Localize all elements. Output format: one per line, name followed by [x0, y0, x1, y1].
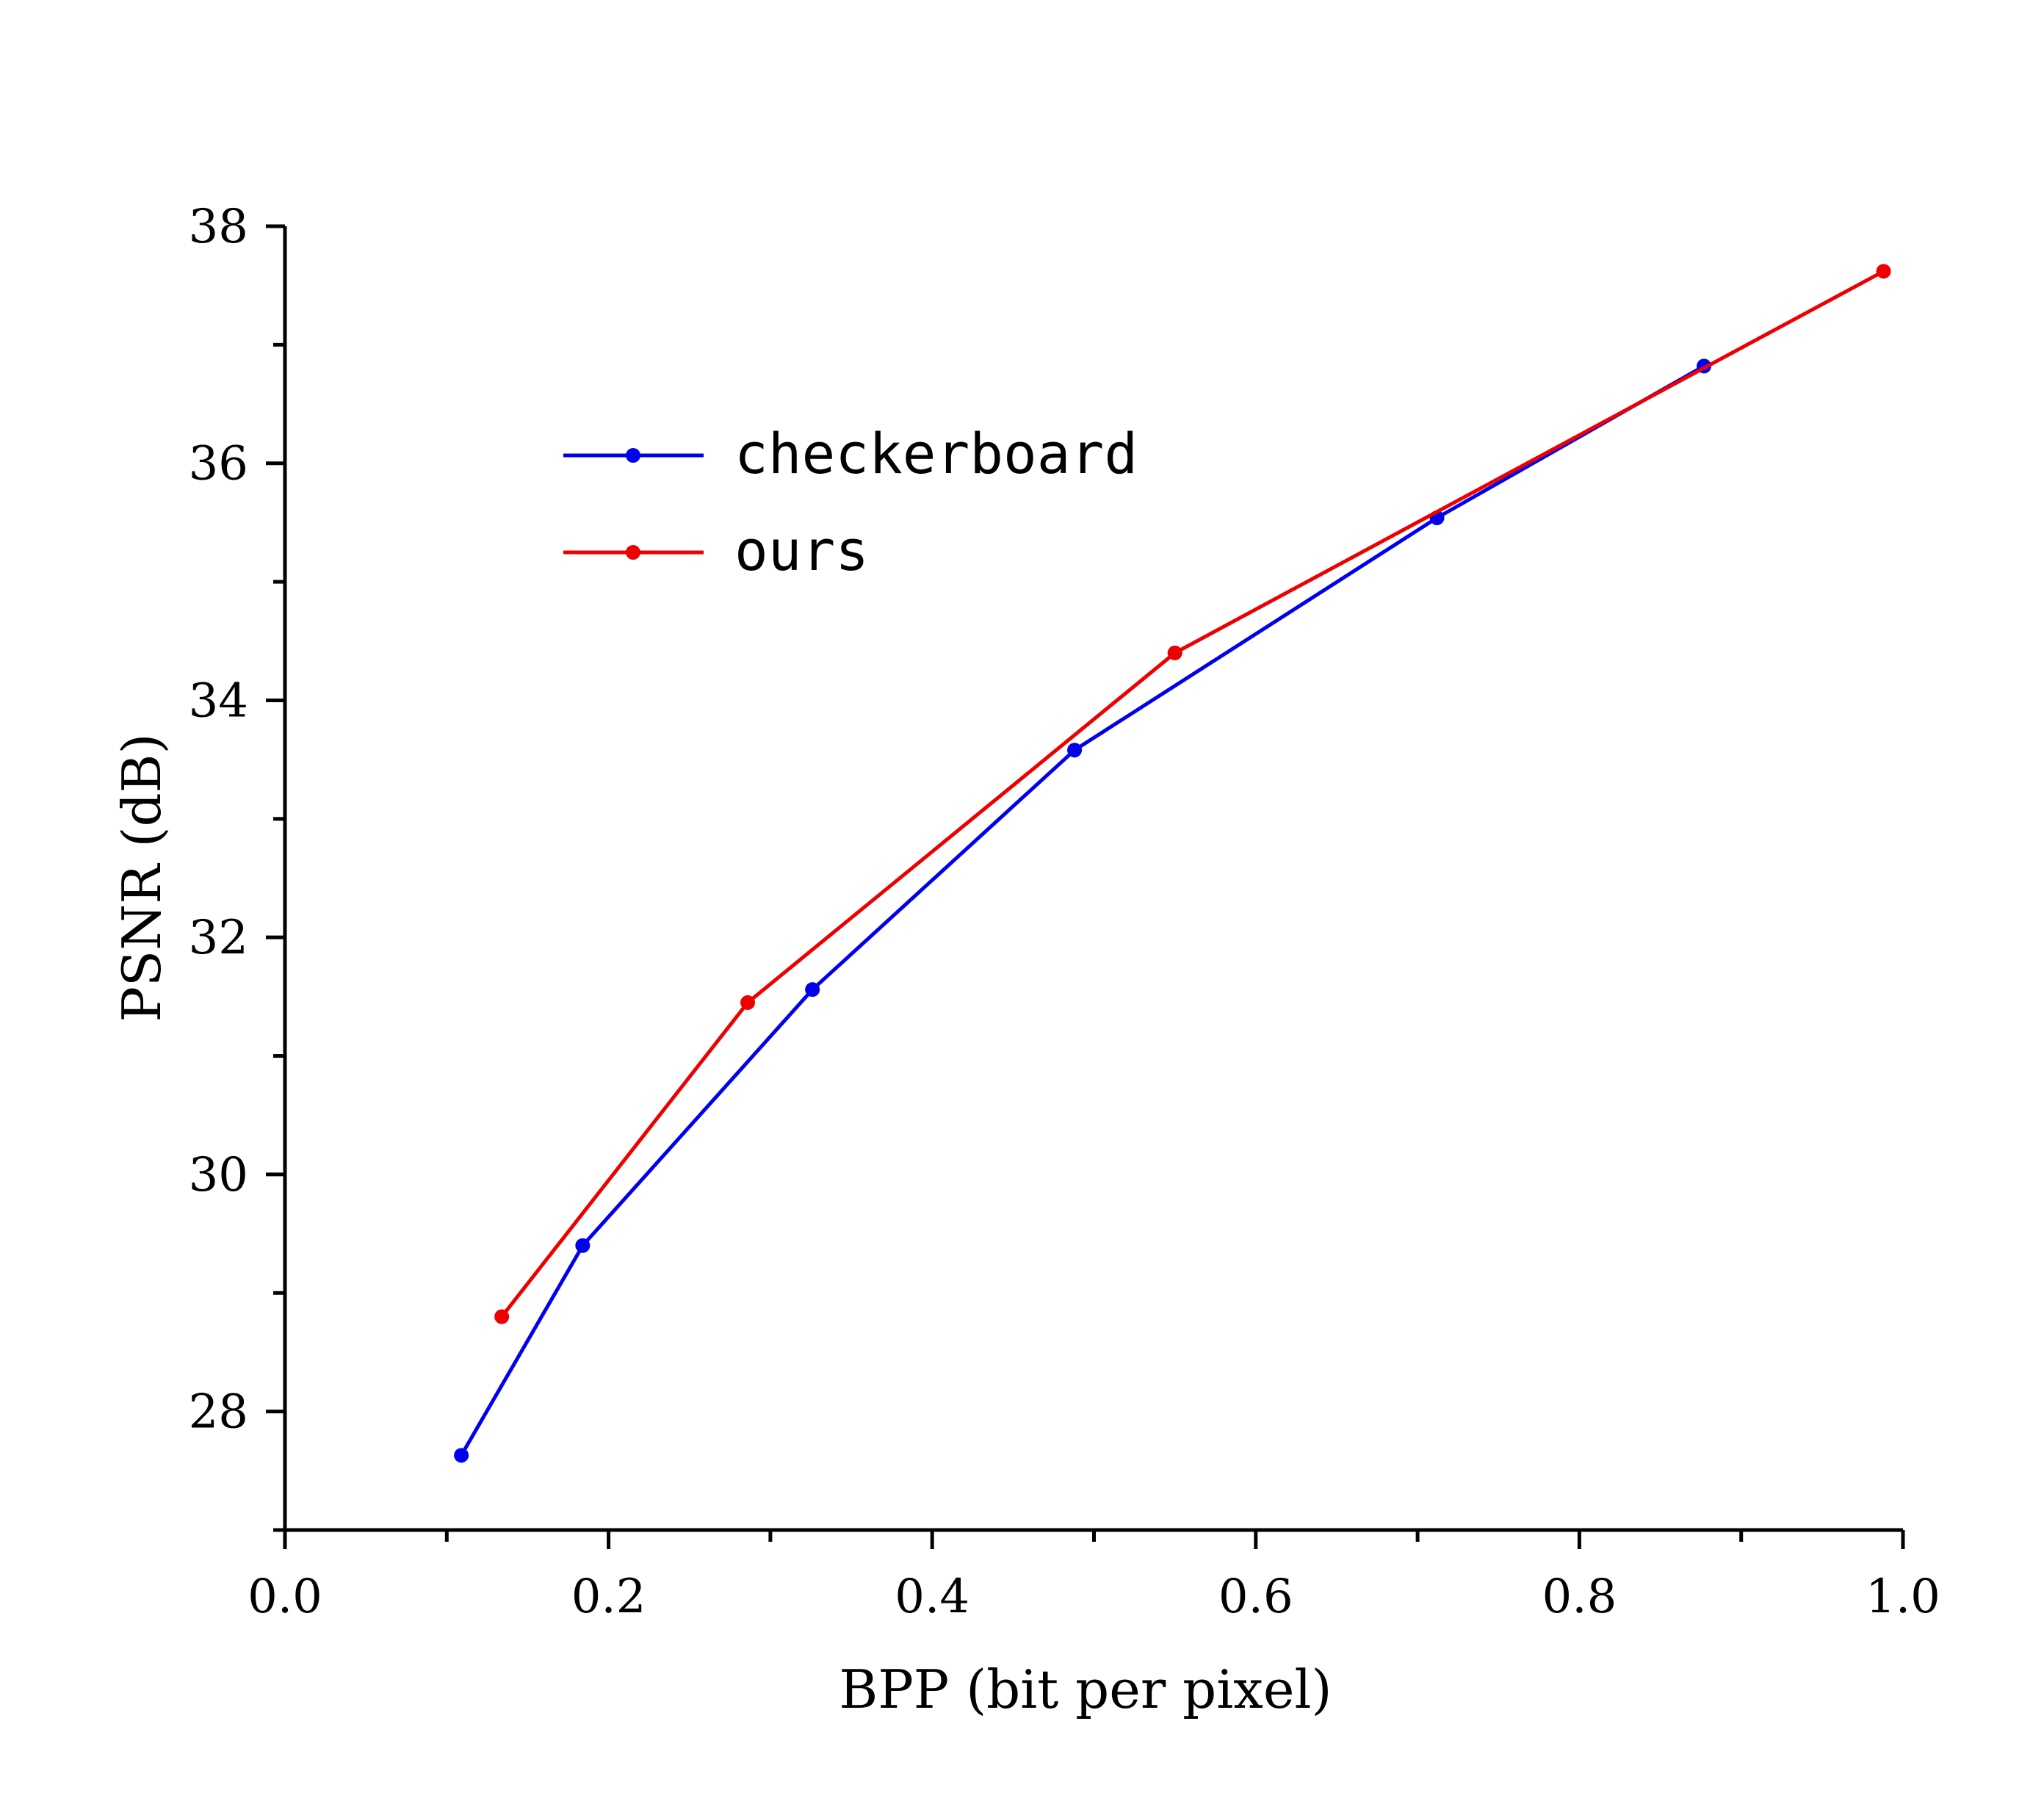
- series-line: [500, 270, 1885, 1318]
- x-axis-title: BPP (bit per pixel): [839, 1659, 1332, 1720]
- ticks: [266, 224, 1905, 1549]
- y-tick-label: 36: [189, 437, 248, 491]
- x-tick-label: 1.0: [1866, 1570, 1940, 1624]
- x-tick-label: 0.0: [248, 1570, 322, 1624]
- data-point: [575, 1238, 591, 1253]
- y-tick-label: 32: [189, 911, 248, 965]
- data-point: [1067, 743, 1083, 758]
- y-tick-label: 38: [189, 200, 248, 254]
- data-point: [1876, 264, 1891, 279]
- legend-label: ours: [734, 518, 869, 583]
- series-checkerboard: [454, 358, 1712, 1463]
- data-point: [454, 1448, 469, 1463]
- y-axis-title: PSNR (dB): [111, 733, 173, 1022]
- y-tick-label: 30: [189, 1148, 248, 1202]
- legend-marker: [626, 448, 640, 463]
- x-tick-label: 0.2: [571, 1570, 646, 1624]
- legend: checkerboard ours: [563, 421, 1138, 583]
- y-tick-label: 28: [189, 1385, 248, 1440]
- series-group: [454, 264, 1891, 1463]
- series-line: [459, 364, 1705, 1457]
- x-tick-label: 0.8: [1542, 1570, 1617, 1624]
- legend-marker: [626, 545, 640, 560]
- data-point: [1167, 645, 1182, 660]
- data-point: [494, 1309, 510, 1324]
- legend-item: ours: [563, 518, 869, 583]
- data-point: [805, 982, 820, 997]
- x-tick-label: 0.6: [1218, 1570, 1293, 1624]
- data-point: [740, 995, 756, 1010]
- legend-label: checkerboard: [734, 421, 1138, 486]
- tick-labels: 0.0 0.2 0.4 0.6 0.8 1.0 28 30 32 34 36 38: [189, 200, 1940, 1624]
- y-tick-label: 34: [189, 674, 248, 728]
- x-tick-label: 0.4: [895, 1570, 969, 1624]
- series-ours: [494, 264, 1891, 1324]
- legend-item: checkerboard: [563, 421, 1138, 486]
